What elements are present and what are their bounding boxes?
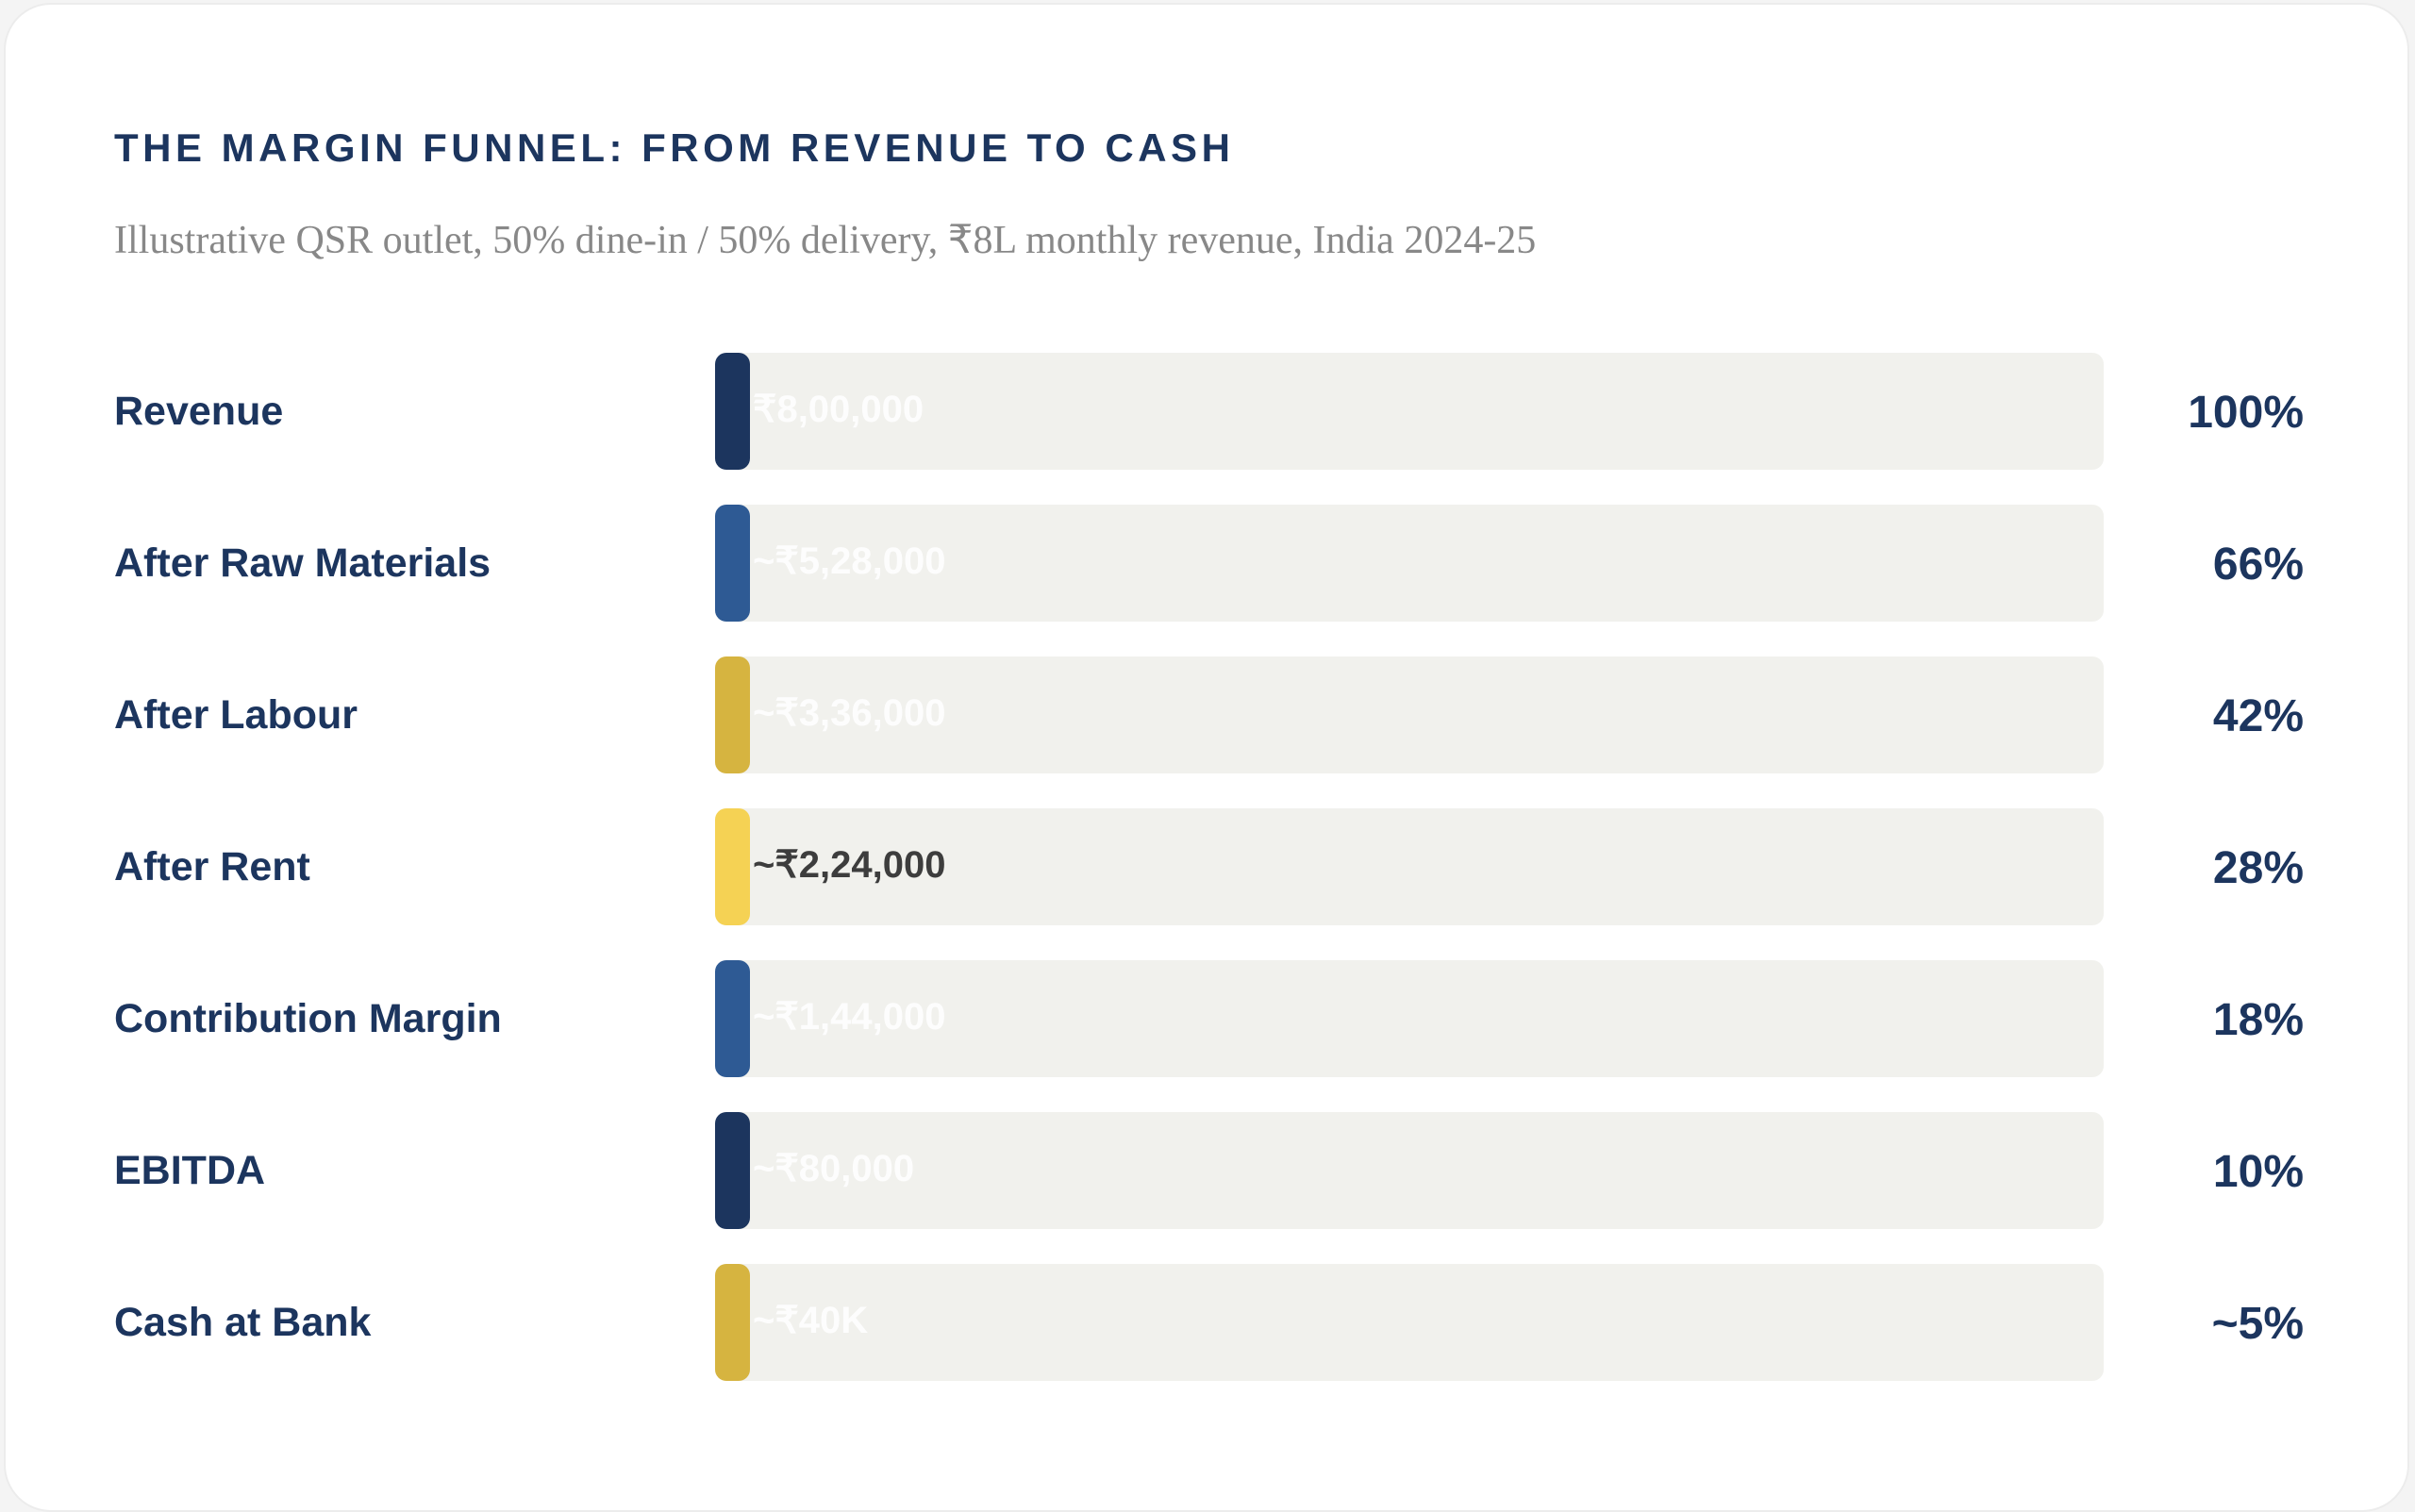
amount-label: ~₹40K: [753, 1300, 869, 1341]
funnel-row: EBITDA ~₹80,000 10%: [6, 1112, 2411, 1229]
amount-label: ₹8,00,000: [753, 389, 924, 430]
share-label: 10%: [2212, 1147, 2304, 1197]
bar-chip: [715, 960, 750, 1077]
bar-chip: [715, 1112, 750, 1229]
amount-label: ~₹2,24,000: [753, 844, 946, 886]
bar-track: ~₹2,24,000: [715, 808, 2104, 925]
bar-track: ₹8,00,000: [715, 353, 2104, 470]
bar-track: ~₹1,44,000: [715, 960, 2104, 1077]
share-label: ~5%: [2211, 1299, 2304, 1349]
subtitle: Illustrative QSR outlet, 50% dine-in / 5…: [114, 219, 1537, 262]
funnel-row: Revenue ₹8,00,000 100%: [6, 353, 2411, 470]
card: THE MARGIN FUNNEL: FROM REVENUE TO CASH …: [4, 3, 2409, 1512]
share-label: 100%: [2188, 388, 2304, 438]
funnel-row: Contribution Margin ~₹1,44,000 18%: [6, 960, 2411, 1077]
bar-track: ~₹40K: [715, 1264, 2104, 1381]
funnel-row: Cash at Bank ~₹40K ~5%: [6, 1264, 2411, 1381]
row-label: Contribution Margin: [114, 996, 502, 1041]
row-label: After Raw Materials: [114, 540, 491, 586]
share-label: 66%: [2212, 540, 2304, 590]
funnel-row: After Raw Materials ~₹5,28,000 66%: [6, 505, 2411, 622]
bar-chip: [715, 656, 750, 773]
bar-track: ~₹80,000: [715, 1112, 2104, 1229]
row-label: After Labour: [114, 692, 358, 738]
share-label: 42%: [2212, 691, 2304, 741]
amount-label: ~₹80,000: [753, 1148, 915, 1189]
share-label: 28%: [2212, 843, 2304, 893]
bar-track: ~₹3,36,000: [715, 656, 2104, 773]
amount-label: ~₹1,44,000: [753, 996, 946, 1038]
row-label: EBITDA: [114, 1148, 266, 1193]
page: THE MARGIN FUNNEL: FROM REVENUE TO CASH …: [4, 3, 2409, 1512]
share-label: 18%: [2212, 995, 2304, 1045]
row-label: After Rent: [114, 844, 310, 889]
title: THE MARGIN FUNNEL: FROM REVENUE TO CASH: [114, 125, 1235, 170]
bar-chip: [715, 505, 750, 622]
amount-label: ~₹3,36,000: [753, 692, 946, 734]
row-label: Revenue: [114, 389, 284, 434]
bar-chip: [715, 808, 750, 925]
funnel-row: After Rent ~₹2,24,000 28%: [6, 808, 2411, 925]
bar-track: ~₹5,28,000: [715, 505, 2104, 622]
funnel-row: After Labour ~₹3,36,000 42%: [6, 656, 2411, 773]
amount-label: ~₹5,28,000: [753, 540, 946, 582]
bar-chip: [715, 1264, 750, 1381]
row-label: Cash at Bank: [114, 1300, 372, 1345]
bar-chip: [715, 353, 750, 470]
